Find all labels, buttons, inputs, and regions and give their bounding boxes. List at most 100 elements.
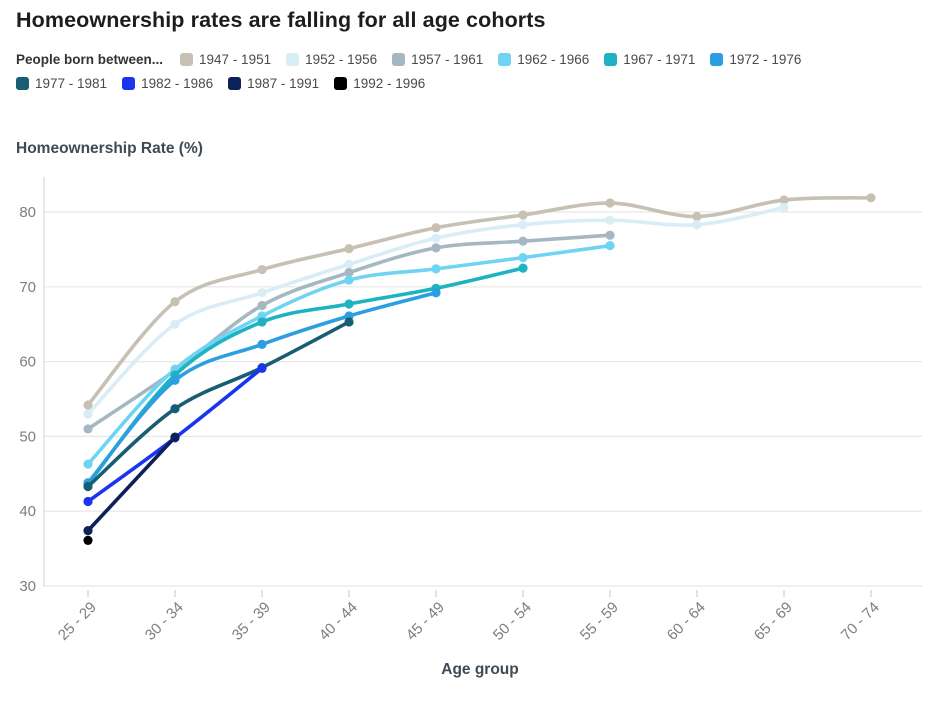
data-point[interactable]	[83, 459, 93, 469]
x-tick-label: 65 - 69	[751, 599, 796, 644]
data-point[interactable]	[692, 211, 702, 222]
data-point[interactable]	[344, 267, 354, 278]
data-point[interactable]	[431, 223, 441, 233]
data-point[interactable]	[605, 241, 615, 251]
data-point[interactable]	[170, 319, 180, 329]
legend-swatch	[122, 77, 136, 90]
legend-item-label: 1992 - 1996	[353, 76, 426, 91]
x-tick-label: 55 - 59	[577, 599, 622, 644]
data-point[interactable]	[170, 432, 180, 442]
data-point[interactable]	[257, 300, 267, 311]
data-point[interactable]	[779, 202, 789, 213]
chart-line-1977-1981[interactable]	[86, 320, 351, 489]
data-point[interactable]	[83, 409, 93, 419]
y-tick-label: 30	[19, 578, 36, 595]
legend-title: People born between...	[16, 52, 164, 67]
data-point[interactable]	[257, 363, 267, 373]
data-point[interactable]	[518, 263, 528, 273]
legend-item-label: 1977 - 1981	[35, 76, 108, 91]
data-point[interactable]	[170, 375, 180, 385]
data-point[interactable]	[83, 424, 93, 434]
data-point[interactable]	[518, 210, 528, 220]
page-title: Homeownership rates are falling for all …	[16, 8, 546, 32]
data-point[interactable]	[170, 297, 180, 307]
series-1947-1951	[83, 193, 876, 410]
series-1992-1996	[83, 535, 93, 545]
data-point[interactable]	[692, 220, 702, 230]
data-point[interactable]	[431, 264, 441, 274]
legend-swatch	[228, 77, 242, 90]
legend-swatch	[604, 53, 618, 66]
legend-item-1947-1951[interactable]: 1947 - 1951	[180, 52, 271, 67]
data-point[interactable]	[605, 198, 615, 208]
data-point[interactable]	[344, 259, 354, 269]
y-tick-label: 60	[19, 354, 36, 371]
legend-swatch	[498, 53, 512, 66]
legend-item-label: 1982 - 1986	[141, 76, 214, 91]
data-point[interactable]	[83, 400, 93, 410]
data-point[interactable]	[257, 317, 267, 327]
data-point[interactable]	[518, 220, 528, 230]
data-point[interactable]	[518, 236, 528, 246]
chart-legend: People born between... 1947 - 1951 1952 -…	[16, 52, 864, 91]
data-point[interactable]	[257, 264, 267, 275]
legend-item-1967-1971[interactable]: 1967 - 1971	[604, 52, 695, 67]
data-point[interactable]	[344, 275, 354, 285]
legend-item-label: 1987 - 1991	[247, 76, 320, 91]
legend-item-1977-1981[interactable]: 1977 - 1981	[16, 76, 107, 91]
data-point[interactable]	[779, 195, 789, 205]
legend-item-1962-1966[interactable]: 1962 - 1966	[498, 52, 589, 67]
legend-item-label: 1972 - 1976	[729, 52, 802, 67]
x-tick-label: 40 - 44	[316, 599, 361, 644]
data-point[interactable]	[83, 496, 93, 507]
legend-item-label: 1967 - 1971	[623, 52, 696, 67]
data-point[interactable]	[518, 253, 528, 263]
x-tick-label: 50 - 54	[490, 599, 535, 644]
data-point[interactable]	[83, 481, 93, 492]
y-tick-label: 40	[19, 503, 36, 520]
x-tick-label: 25 - 29	[55, 599, 100, 644]
legend-item-1992-1996[interactable]: 1992 - 1996	[334, 76, 425, 91]
data-point[interactable]	[83, 526, 93, 536]
x-tick-label: 35 - 39	[229, 599, 274, 644]
data-point[interactable]	[344, 299, 354, 309]
legend-swatch	[334, 77, 348, 90]
legend-item-1952-1956[interactable]: 1952 - 1956	[286, 52, 377, 67]
data-point[interactable]	[431, 288, 441, 298]
data-point[interactable]	[866, 193, 876, 203]
legend-item-1972-1976[interactable]: 1972 - 1976	[710, 52, 801, 67]
data-point[interactable]	[344, 244, 354, 254]
x-tick-label: 45 - 49	[403, 599, 448, 644]
data-point[interactable]	[431, 233, 441, 243]
data-point[interactable]	[344, 317, 354, 327]
y-tick-label: 80	[19, 204, 36, 221]
y-tick-label: 70	[19, 279, 36, 296]
y-tick-label: 50	[19, 428, 36, 445]
x-tick-label: 70 - 74	[838, 599, 883, 644]
legend-item-1957-1961[interactable]: 1957 - 1961	[392, 52, 483, 67]
chart-line-1947-1951[interactable]	[86, 195, 873, 407]
series-1952-1956	[83, 202, 789, 419]
data-point[interactable]	[257, 288, 267, 298]
data-point[interactable]	[83, 535, 93, 545]
legend-item-label: 1962 - 1966	[517, 52, 590, 67]
chart-line-1987-1991[interactable]	[86, 435, 177, 533]
data-point[interactable]	[431, 243, 441, 253]
series-1972-1976	[83, 288, 441, 488]
series-1987-1991	[83, 432, 180, 536]
y-axis-heading: Homeownership Rate (%)	[16, 140, 203, 157]
chart-line-1967-1971[interactable]	[86, 266, 525, 487]
legend-item-1982-1986[interactable]: 1982 - 1986	[122, 76, 213, 91]
legend-item-label: 1947 - 1951	[199, 52, 272, 67]
x-axis-title: Age group	[441, 661, 519, 678]
legend-item-label: 1952 - 1956	[305, 52, 378, 67]
data-point[interactable]	[170, 404, 180, 414]
legend-swatch	[180, 53, 194, 66]
legend-item-1987-1991[interactable]: 1987 - 1991	[228, 76, 319, 91]
data-point[interactable]	[605, 230, 615, 240]
data-point[interactable]	[257, 339, 267, 349]
data-point[interactable]	[605, 215, 615, 225]
legend-swatch	[392, 53, 406, 66]
gridlines	[44, 211, 922, 587]
x-tick-label: 30 - 34	[142, 599, 187, 644]
